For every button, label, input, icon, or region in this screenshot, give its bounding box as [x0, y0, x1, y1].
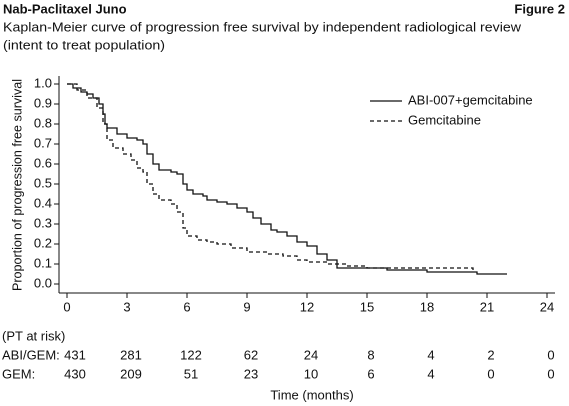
y-tick-label: 0.0 [34, 275, 52, 290]
y-tick-label: 0.2 [34, 235, 52, 250]
y-axis-label: Proportion of progression free survival [9, 79, 24, 291]
header-right: Figure 2 [514, 1, 565, 16]
x-tick-label: 21 [480, 299, 494, 314]
x-tick-label: 24 [540, 299, 554, 314]
survival-curve [67, 83, 507, 275]
risk-table-title: (PT at risk) [2, 328, 65, 343]
risk-value: 430 [64, 366, 86, 381]
risk-value: 6 [367, 366, 374, 381]
risk-value: 122 [180, 347, 202, 362]
x-tick-label: 15 [360, 299, 374, 314]
risk-value: 0 [547, 347, 554, 362]
risk-value: 2 [487, 347, 494, 362]
risk-value: 281 [120, 347, 142, 362]
risk-value: 51 [184, 366, 198, 381]
risk-value: 23 [244, 366, 258, 381]
x-axis-label: Time (months) [270, 387, 353, 402]
x-tick-label: 12 [300, 299, 314, 314]
y-tick-label: 0.3 [34, 215, 52, 230]
risk-value: 24 [304, 347, 318, 362]
y-tick-label: 0.7 [34, 135, 52, 150]
x-tick-label: 0 [63, 299, 70, 314]
risk-value: 0 [487, 366, 494, 381]
y-tick-label: 0.1 [34, 255, 52, 270]
risk-value: 431 [64, 347, 86, 362]
x-tick-label: 9 [243, 299, 250, 314]
y-tick-label: 0.4 [34, 195, 52, 210]
survival-curve [67, 83, 474, 270]
y-tick-label: 0.9 [34, 95, 52, 110]
risk-value: 8 [367, 347, 374, 362]
chart-subtitle: (intent to treat population) [3, 37, 165, 52]
risk-row-label: GEM: [2, 366, 35, 381]
risk-value: 10 [304, 366, 318, 381]
risk-value: 209 [120, 366, 142, 381]
x-tick-label: 3 [123, 299, 130, 314]
risk-value: 4 [427, 366, 434, 381]
risk-row-label: ABI/GEM: [2, 347, 60, 362]
x-tick-label: 18 [420, 299, 434, 314]
y-tick-label: 0.6 [34, 155, 52, 170]
risk-value: 0 [547, 366, 554, 381]
legend-label: ABI-007+gemcitabine [408, 92, 533, 107]
legend-label: Gemcitabine [408, 112, 481, 127]
y-tick-label: 1.0 [34, 75, 52, 90]
y-tick-label: 0.5 [34, 175, 52, 190]
risk-value: 4 [427, 347, 434, 362]
risk-value: 62 [244, 347, 258, 362]
chart-title: Kaplan-Meier curve of progression free s… [3, 19, 522, 34]
x-tick-label: 6 [183, 299, 190, 314]
y-tick-label: 0.8 [34, 115, 52, 130]
header-left: Nab-Paclitaxel Juno [3, 1, 127, 16]
